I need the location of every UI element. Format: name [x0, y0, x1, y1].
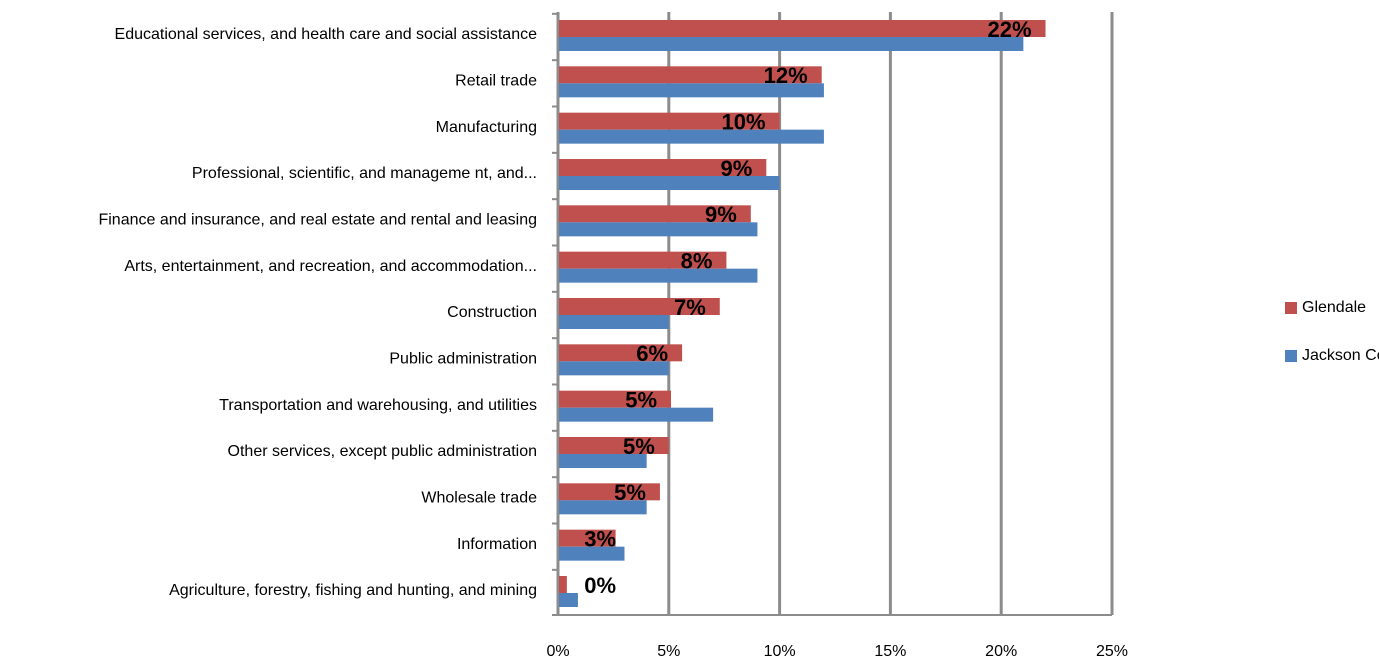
bar [558, 176, 780, 190]
y-tick-label: Manufacturing [436, 119, 537, 136]
y-tick-label: Finance and insurance, and real estate a… [98, 212, 537, 229]
y-tick-label: Educational services, and health care an… [115, 26, 538, 43]
y-tick-label: Public administration [389, 351, 537, 368]
bar [558, 251, 727, 269]
x-tick-label: 5% [657, 643, 680, 660]
bar [558, 437, 669, 454]
bar [558, 66, 822, 84]
bar [558, 546, 625, 561]
x-tick-label: 0% [546, 643, 569, 660]
y-tick-label: Retail trade [455, 73, 537, 90]
bar [558, 344, 683, 362]
bar [558, 529, 616, 547]
bar [558, 298, 720, 315]
bar [558, 315, 669, 329]
legend-swatch [1285, 350, 1297, 362]
x-tick-label: 25% [1096, 643, 1128, 660]
y-tick-label: Construction [447, 304, 537, 321]
data-label: 0% [584, 573, 616, 598]
bar [558, 83, 824, 98]
legend-swatch [1285, 302, 1297, 314]
y-tick-label: Agriculture, forestry, fishing and hunti… [169, 582, 537, 599]
y-tick-label: Information [457, 536, 537, 553]
bar [558, 500, 647, 515]
bar [558, 222, 758, 237]
bar [558, 576, 567, 593]
bar [558, 20, 1046, 37]
legend-label: Jackson County [1302, 347, 1379, 364]
y-tick-label: Transportation and warehousing, and util… [219, 397, 537, 414]
data-label: 7% [674, 295, 706, 320]
bar [558, 483, 660, 501]
bar [558, 407, 714, 422]
bar [558, 268, 758, 283]
x-tick-label: 20% [985, 643, 1017, 660]
y-tick-label: Other services, except public administra… [228, 443, 537, 460]
bar [558, 593, 578, 607]
bar [558, 454, 647, 468]
bar [558, 37, 1024, 51]
x-tick-label: 15% [874, 643, 906, 660]
bar [558, 129, 824, 144]
legend-label: Glendale [1302, 299, 1366, 316]
y-tick-label: Professional, scientific, and manageme n… [192, 165, 537, 182]
bar [558, 112, 780, 130]
bar [558, 159, 767, 176]
y-tick-label: Wholesale trade [421, 490, 537, 507]
y-tick-label: Arts, entertainment, and recreation, and… [124, 258, 537, 275]
bar [558, 205, 751, 223]
bar [558, 390, 672, 408]
x-tick-label: 10% [764, 643, 796, 660]
bar [558, 361, 669, 376]
